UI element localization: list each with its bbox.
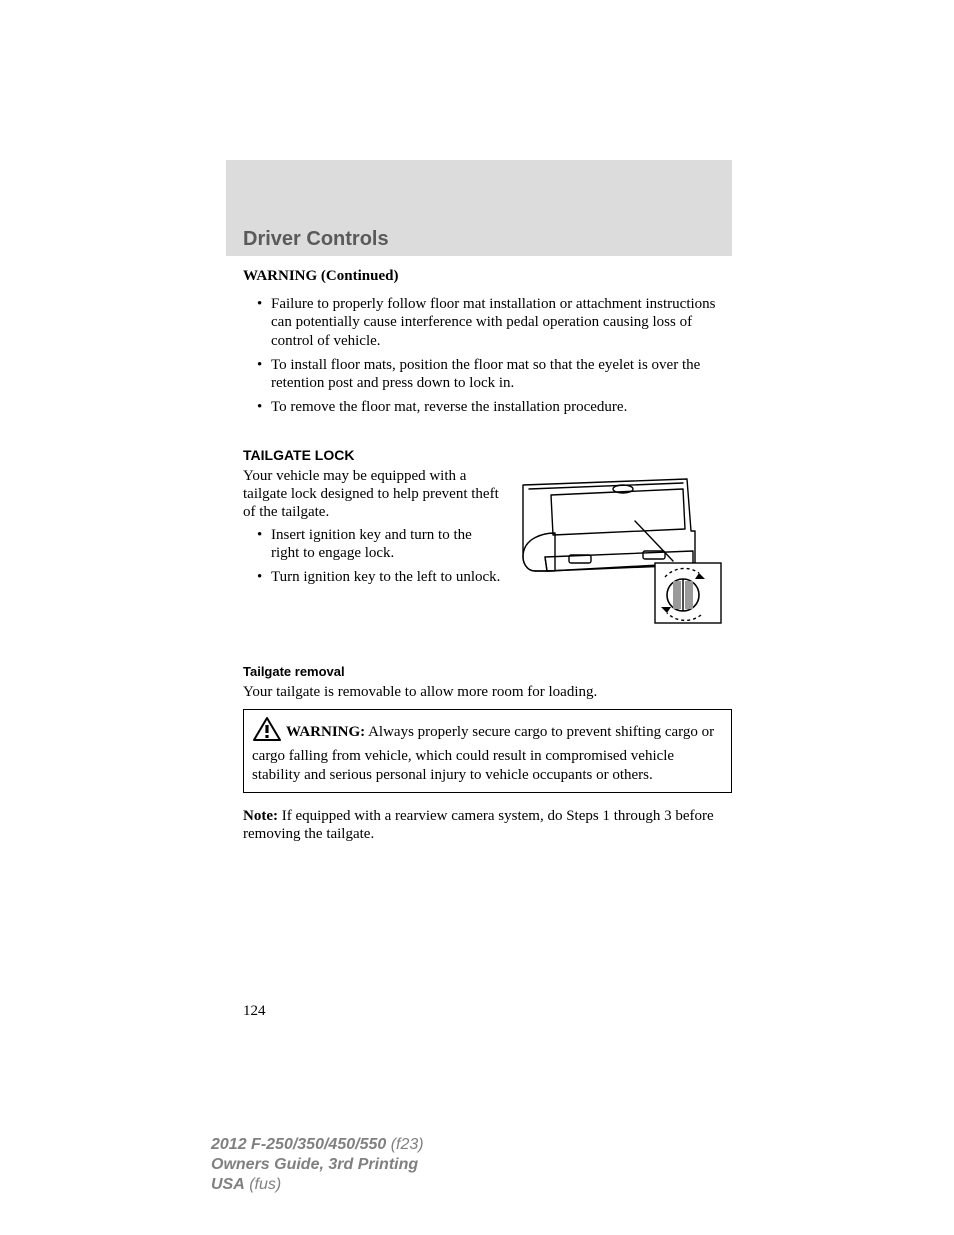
list-item: To remove the floor mat, reverse the ins… <box>257 398 732 416</box>
footer: 2012 F-250/350/450/550 (f23) Owners Guid… <box>211 1135 424 1195</box>
list-item: Failure to properly follow floor mat ins… <box>257 295 732 350</box>
truck-tailgate-icon <box>515 467 731 637</box>
tailgate-lock-section: Your vehicle may be equipped with a tail… <box>243 467 732 642</box>
tailgate-lock-bullets: Insert ignition key and turn to the righ… <box>257 526 503 587</box>
note-label: Note: <box>243 808 278 824</box>
page: Driver Controls WARNING (Continued) Fail… <box>0 0 954 1235</box>
tailgate-removal-heading: Tailgate removal <box>243 664 732 679</box>
footer-line-1: 2012 F-250/350/450/550 (f23) <box>211 1135 424 1155</box>
tailgate-lock-intro: Your vehicle may be equipped with a tail… <box>243 467 503 522</box>
warning-continued-heading: WARNING (Continued) <box>243 268 732 285</box>
footer-code: (f23) <box>386 1136 423 1153</box>
warning-box: WARNING: Always properly secure cargo to… <box>243 709 732 793</box>
note-paragraph: Note: If equipped with a rearview camera… <box>243 807 732 844</box>
tailgate-lock-diagram <box>515 467 732 642</box>
section-title: Driver Controls <box>243 228 389 251</box>
footer-region: USA <box>211 1176 245 1193</box>
tailgate-removal-intro: Your tailgate is removable to allow more… <box>243 683 732 701</box>
footer-line-2: Owners Guide, 3rd Printing <box>211 1155 424 1175</box>
list-item: Turn ignition key to the left to unlock. <box>257 568 503 586</box>
content-area: WARNING (Continued) Failure to properly … <box>243 268 732 844</box>
warning-label: WARNING: <box>286 724 365 740</box>
note-body: If equipped with a rearview camera syste… <box>243 808 714 842</box>
warning-triangle-icon <box>252 716 282 747</box>
page-number: 124 <box>243 1003 266 1020</box>
tailgate-lock-text: Your vehicle may be equipped with a tail… <box>243 467 503 642</box>
list-item: Insert ignition key and turn to the righ… <box>257 526 503 563</box>
floor-mat-bullet-list: Failure to properly follow floor mat ins… <box>257 295 732 417</box>
footer-line-3: USA (fus) <box>211 1175 424 1195</box>
tailgate-lock-heading: TAILGATE LOCK <box>243 447 732 463</box>
footer-region-code: (fus) <box>245 1176 281 1193</box>
list-item: To install floor mats, position the floo… <box>257 356 732 393</box>
footer-model: 2012 F-250/350/450/550 <box>211 1136 386 1153</box>
